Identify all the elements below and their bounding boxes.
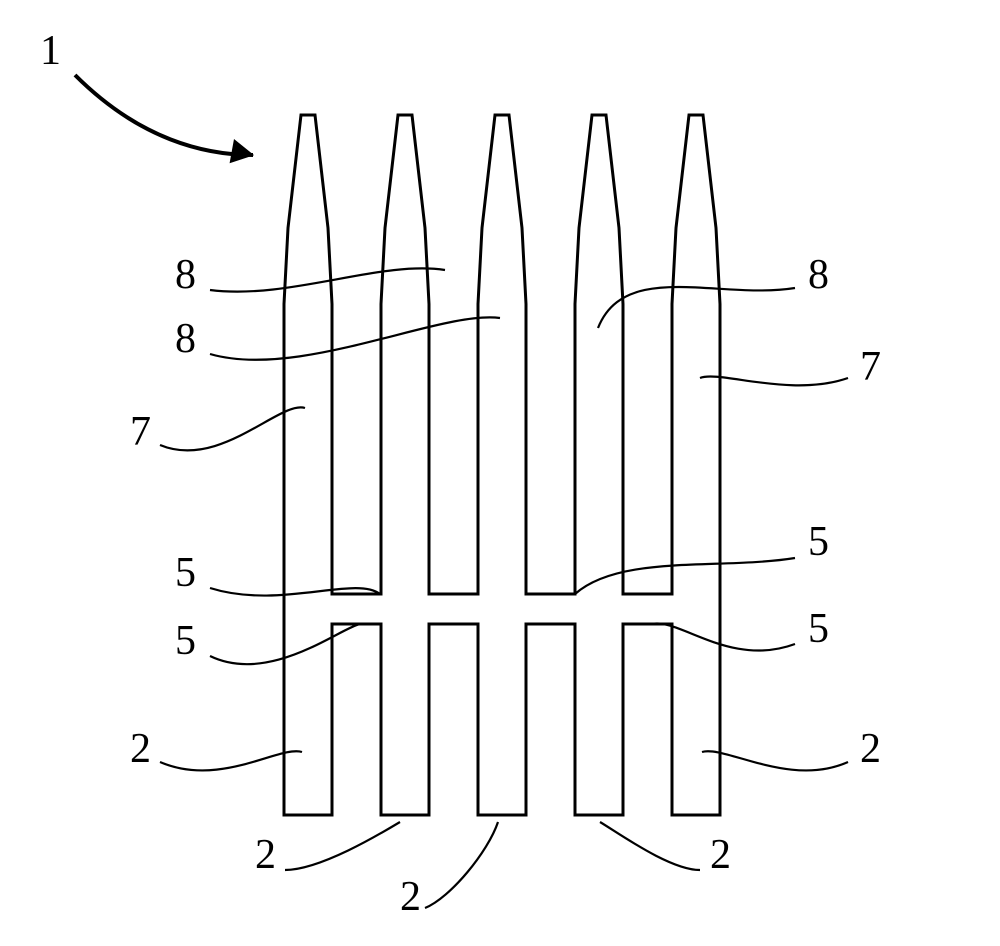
arrow-head-icon: [230, 140, 253, 163]
leader-line: [702, 751, 848, 770]
leader-line: [600, 822, 700, 870]
reference-label: 2: [400, 874, 421, 920]
reference-label: 8: [175, 316, 196, 362]
reference-label: 5: [808, 606, 829, 652]
reference-label: 7: [130, 409, 151, 455]
leader-line: [210, 317, 500, 359]
leader-line: [575, 558, 795, 594]
reference-label: 7: [860, 344, 881, 390]
reference-label: 1: [40, 28, 61, 74]
reference-label: 8: [808, 252, 829, 298]
leader-line: [285, 822, 400, 870]
reference-label: 8: [175, 252, 196, 298]
reference-label: 2: [130, 726, 151, 772]
reference-label: 2: [710, 832, 731, 878]
arrow-shaft: [75, 75, 253, 155]
leader-line: [598, 287, 795, 328]
reference-label: 5: [175, 618, 196, 664]
reference-label: 5: [808, 519, 829, 565]
leader-line: [700, 377, 848, 386]
reference-label: 2: [860, 726, 881, 772]
diagram-canvas: 188755222875522: [0, 0, 1000, 946]
leader-line: [160, 751, 302, 770]
reference-label: 5: [175, 550, 196, 596]
prong-assembly: [284, 115, 720, 815]
reference-label: 2: [255, 832, 276, 878]
leader-line: [210, 268, 445, 291]
leader-line: [425, 822, 498, 908]
